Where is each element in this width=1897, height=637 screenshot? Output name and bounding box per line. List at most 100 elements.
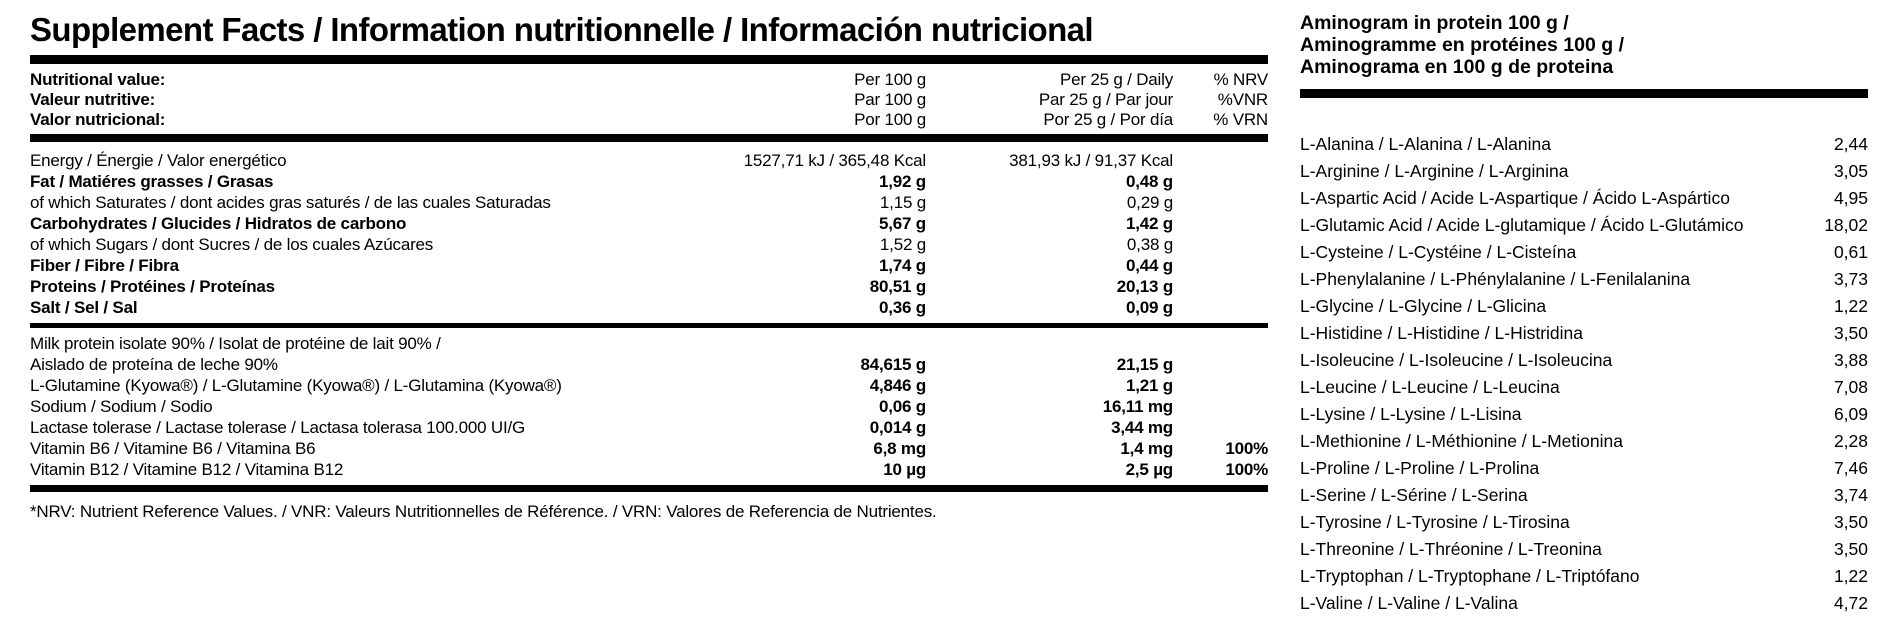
- section-divider: [30, 323, 1268, 328]
- aminogram-list: L-Alanina / L-Alanina / L-Alanina 2,44 L…: [1300, 131, 1868, 617]
- footer-divider: [30, 485, 1268, 492]
- amino-acid-value: 3,73: [1833, 269, 1868, 289]
- amino-acid-row: L-Methionine / L-Méthionine / L-Metionin…: [1300, 428, 1868, 455]
- amino-acid-value: 1,22: [1833, 566, 1868, 586]
- amino-acid-label: L-Tyrosine / L-Tyrosine / L-Tirosina: [1300, 512, 1570, 532]
- value-per25: 0,29 g: [1126, 193, 1173, 212]
- amino-acid-label: L-Threonine / L-Thréonine / L-Treonina: [1300, 539, 1602, 559]
- amino-acid-row: L-Lysine / L-Lysine / L-Lisina 6,09: [1300, 401, 1868, 428]
- amino-acid-value: 3,50: [1833, 512, 1868, 532]
- value-per25: 0,09 g: [1126, 298, 1173, 317]
- col-header-nrv: % VRN: [1213, 110, 1268, 129]
- value-per100: 1,15 g: [879, 193, 926, 212]
- amino-acid-label: L-Valine / L-Valine / L-Valina: [1300, 593, 1518, 613]
- amino-acid-label: L-Lysine / L-Lysine / L-Lisina: [1300, 404, 1522, 424]
- value-per100: 1,52 g: [879, 235, 926, 254]
- col-header-per100: Par 100 g: [854, 90, 926, 109]
- amino-acid-value: 3,50: [1833, 539, 1868, 559]
- value-per25: 16,11 mg: [1102, 397, 1173, 416]
- value-per25: 1,21 g: [1126, 376, 1173, 395]
- value-per100: 84,615 g: [860, 355, 926, 374]
- header-row-label: Nutritional value:: [30, 70, 166, 89]
- amino-acid-row: L-Cysteine / L-Cystéine / L-Cisteína 0,6…: [1300, 239, 1868, 266]
- amino-acid-label: L-Serine / L-Sérine / L-Serina: [1300, 485, 1528, 505]
- amino-acid-row: L-Histidine / L-Histidine / L-Histridina…: [1300, 320, 1868, 347]
- amino-acid-value: 0,61: [1833, 242, 1868, 262]
- amino-acid-label: L-Glutamic Acid / Acide L-glutamique / Á…: [1300, 215, 1744, 235]
- amino-acid-row: L-Alanina / L-Alanina / L-Alanina 2,44: [1300, 131, 1868, 158]
- nutrient-label: Proteins / Protéines / Proteínas: [30, 277, 275, 296]
- table-row: Lactase tolerase / Lactase tolerase / La…: [30, 417, 1268, 438]
- value-per25: 2,5 µg: [1125, 460, 1174, 479]
- amino-acid-value: 2,44: [1833, 134, 1868, 154]
- value-per100: 0,36 g: [879, 298, 926, 317]
- col-header-per25: Par 25 g / Par jour: [1038, 90, 1173, 109]
- aminogram-panel: Aminogram in protein 100 g / Aminogramme…: [1300, 12, 1868, 617]
- aminogram-title-line-2: Aminogramme en protéines 100 g /: [1300, 34, 1625, 56]
- amino-acid-value: 6,09: [1833, 404, 1868, 424]
- page-title: Supplement Facts / Information nutrition…: [30, 11, 1094, 48]
- table-row: Sodium / Sodium / Sodio 0,06 g 16,11 mg: [30, 396, 1268, 417]
- table-row: Fiber / Fibre / Fibra 1,74 g 0,44 g: [30, 255, 1268, 276]
- table-header-row: Valeur nutritive: Par 100 g Par 25 g / P…: [30, 90, 1268, 110]
- amino-acid-row: L-Glycine / L-Glycine / L-Glicina 1,22: [1300, 293, 1868, 320]
- table-row: Milk protein isolate 90% / Isolat de pro…: [30, 333, 1268, 354]
- nutrient-label: of which Sugars / dont Sucres / de los c…: [30, 235, 434, 254]
- amino-acid-row: L-Isoleucine / L-Isoleucine / L-Isoleuci…: [1300, 347, 1868, 374]
- nutrient-label: Vitamin B12 / Vitamine B12 / Vitamina B1…: [30, 460, 344, 479]
- table-row: L-Glutamine (Kyowa®) / L-Glutamine (Kyow…: [30, 375, 1268, 396]
- nutrients-section: Energy / Énergie / Valor energético 1527…: [30, 150, 1268, 318]
- value-per25: 20,13 g: [1116, 277, 1173, 296]
- value-per100: 0,014 g: [869, 418, 926, 437]
- col-header-per25: Por 25 g / Por día: [1043, 110, 1173, 129]
- header-row-label: Valeur nutritive:: [30, 90, 156, 109]
- aminogram-divider: [1300, 89, 1868, 98]
- table-row: Vitamin B6 / Vitamine B6 / Vitamina B6 6…: [30, 438, 1268, 459]
- header-row-label: Valor nutricional:: [30, 110, 166, 129]
- table-row: of which Sugars / dont Sucres / de los c…: [30, 234, 1268, 255]
- amino-acid-value: 7,08: [1833, 377, 1868, 397]
- nutrient-label: Energy / Énergie / Valor energético: [30, 151, 287, 170]
- value-per100: 1,92 g: [879, 172, 926, 191]
- nrv-footnote: *NRV: Nutrient Reference Values. / VNR: …: [30, 502, 937, 521]
- col-header-nrv: % NRV: [1213, 70, 1269, 89]
- col-header-nrv: %VNR: [1217, 90, 1268, 109]
- amino-acid-row: L-Phenylalanine / L-Phénylalanine / L-Fe…: [1300, 266, 1868, 293]
- amino-acid-row: L-Leucine / L-Leucine / L-Leucina 7,08: [1300, 374, 1868, 401]
- amino-acid-label: L-Phenylalanine / L-Phénylalanine / L-Fe…: [1300, 269, 1691, 289]
- nutrient-label: Salt / Sel / Sal: [30, 298, 138, 317]
- value-per100: 10 µg: [883, 460, 926, 479]
- nutrient-label: Aislado de proteína de leche 90%: [30, 355, 278, 374]
- col-header-per25: Per 25 g / Daily: [1059, 70, 1173, 89]
- amino-acid-label: L-Leucine / L-Leucine / L-Leucina: [1300, 377, 1560, 397]
- amino-acid-label: L-Alanina / L-Alanina / L-Alanina: [1300, 134, 1551, 154]
- nutrient-label: of which Saturates / dont acides gras sa…: [30, 193, 551, 212]
- value-per100: 4,846 g: [869, 376, 926, 395]
- amino-acid-row: L-Tryptophan / L-Tryptophane / L-Triptóf…: [1300, 563, 1868, 590]
- amino-acid-row: L-Proline / L-Proline / L-Prolina 7,46: [1300, 455, 1868, 482]
- value-per25: 1,4 mg: [1120, 439, 1173, 458]
- table-row: Energy / Énergie / Valor energético 1527…: [30, 150, 1268, 171]
- value-per100: 0,06 g: [879, 397, 926, 416]
- aminogram-title-line-3: Aminograma en 100 g de proteina: [1300, 56, 1614, 78]
- amino-acid-label: L-Arginine / L-Arginine / L-Arginina: [1300, 161, 1569, 181]
- ingredients-section: Milk protein isolate 90% / Isolat de pro…: [30, 333, 1268, 480]
- nutrient-label: Sodium / Sodium / Sodio: [30, 397, 213, 416]
- value-per25: 0,38 g: [1126, 235, 1173, 254]
- nutrient-label: Fiber / Fibre / Fibra: [30, 256, 179, 275]
- nutrient-label: Vitamin B6 / Vitamine B6 / Vitamina B6: [30, 439, 316, 458]
- nutrient-label: Milk protein isolate 90% / Isolat de pro…: [30, 334, 441, 353]
- table-header-row: Valor nutricional: Por 100 g Por 25 g / …: [30, 110, 1268, 130]
- amino-acid-label: L-Aspartic Acid / Acide L-Aspartique / Á…: [1300, 188, 1730, 208]
- nutrition-panel: Supplement Facts / Information nutrition…: [30, 8, 1268, 522]
- value-per100: 1527,71 kJ / 365,48 Kcal: [743, 151, 927, 170]
- table-row: Aislado de proteína de leche 90% 84,615 …: [30, 354, 1268, 375]
- amino-acid-value: 4,95: [1833, 188, 1868, 208]
- title-divider: [30, 55, 1268, 64]
- amino-acid-row: L-Aspartic Acid / Acide L-Aspartique / Á…: [1300, 185, 1868, 212]
- table-row: Proteins / Protéines / Proteínas 80,51 g…: [30, 276, 1268, 297]
- value-nrv: 100%: [1225, 460, 1268, 479]
- value-per25: 3,44 mg: [1111, 418, 1173, 437]
- amino-acid-row: L-Valine / L-Valine / L-Valina 4,72: [1300, 590, 1868, 617]
